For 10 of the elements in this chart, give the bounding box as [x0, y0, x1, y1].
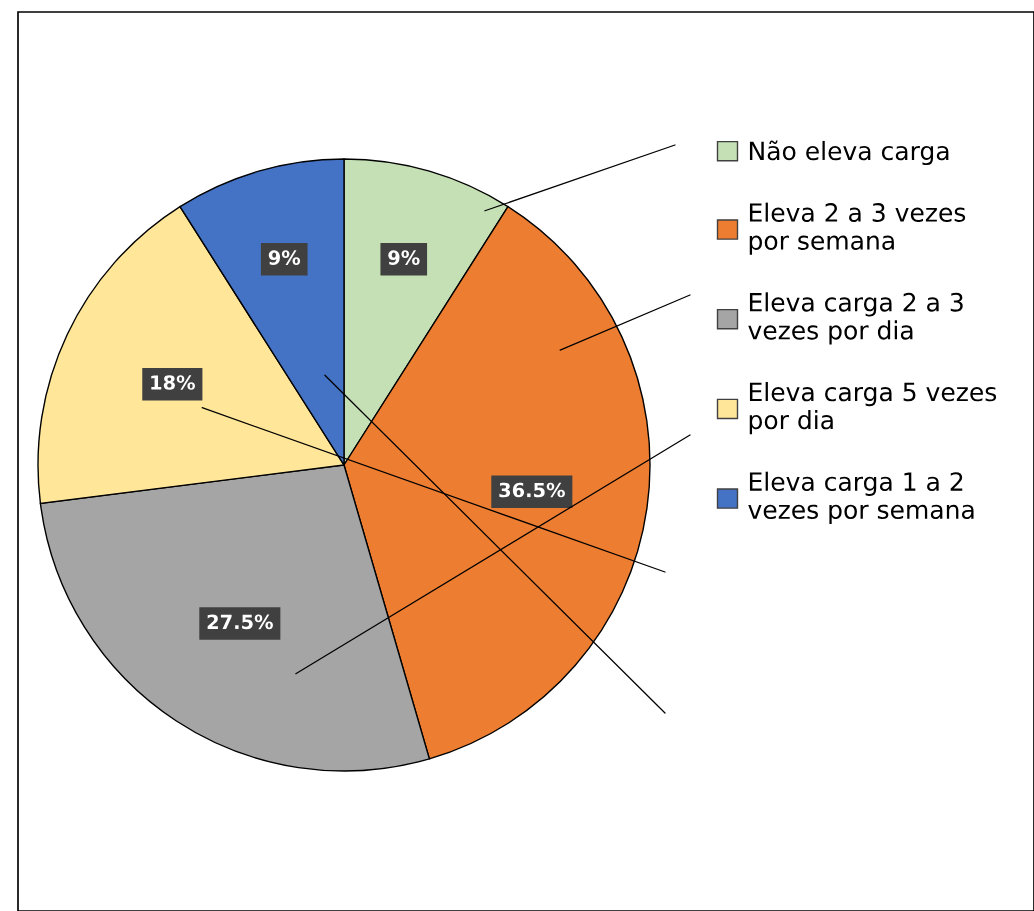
legend-label: Eleva carga 1 a 2 vezes por semana [748, 471, 974, 524]
legend-label: Eleva carga 2 a 3 vezes por dia [748, 292, 963, 345]
legend-label: Não eleva carga [749, 140, 949, 166]
data-label: 36.5% [499, 482, 565, 498]
data-label: 18% [151, 375, 195, 390]
legend-label: Eleva carga 5 vezes por dia [749, 382, 997, 435]
data-label: 27.5% [207, 614, 273, 630]
data-label: 9% [388, 250, 420, 265]
legend-label: Eleva 2 a 3 vezes por semana [749, 202, 966, 255]
data-label: 9% [268, 250, 301, 265]
